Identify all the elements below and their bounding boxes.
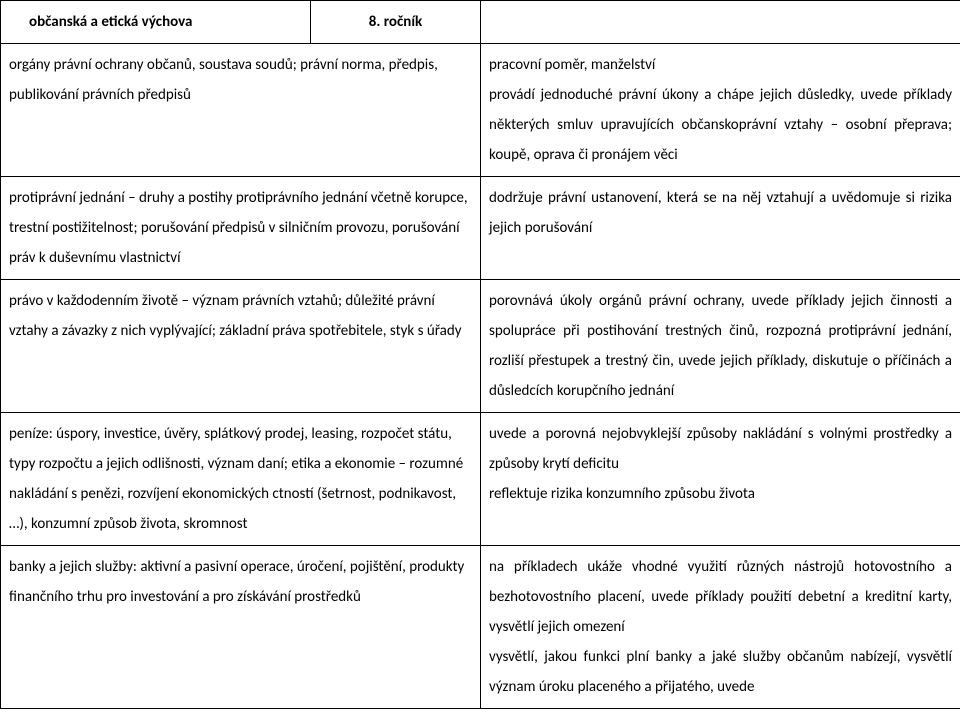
header-grade: 8. ročník [311, 1, 481, 44]
table-row: peníze: úspory, investice, úvěry, splátk… [1, 413, 960, 546]
table-row: orgány právní ochrany občanů, soustava s… [1, 44, 960, 177]
cell-right: uvede a porovná nejobvyklejší způsoby na… [481, 413, 960, 546]
cell-right: dodržuje právní ustanovení, která se na … [481, 177, 960, 280]
cell-right: pracovní poměr, manželstvíprovádí jednod… [481, 44, 960, 177]
cell-right: porovnává úkoly orgánů právní ochrany, u… [481, 280, 960, 413]
cell-left: orgány právní ochrany občanů, soustava s… [1, 44, 481, 177]
cell-left: protiprávní jednání – druhy a postihy pr… [1, 177, 481, 280]
curriculum-table: občanská a etická výchova 8. ročník orgá… [0, 0, 960, 709]
table-row: banky a jejich služby: aktivní a pasivní… [1, 546, 960, 709]
cell-left: peníze: úspory, investice, úvěry, splátk… [1, 413, 481, 546]
cell-left: právo v každodenním životě – význam práv… [1, 280, 481, 413]
table-row: protiprávní jednání – druhy a postihy pr… [1, 177, 960, 280]
header-subject: občanská a etická výchova [1, 1, 311, 44]
cell-left: banky a jejich služby: aktivní a pasivní… [1, 546, 481, 709]
header-empty [481, 1, 960, 44]
table-header-row: občanská a etická výchova 8. ročník [1, 1, 960, 44]
table-row: právo v každodenním životě – význam práv… [1, 280, 960, 413]
cell-right: na příkladech ukáže vhodné využití různý… [481, 546, 960, 709]
